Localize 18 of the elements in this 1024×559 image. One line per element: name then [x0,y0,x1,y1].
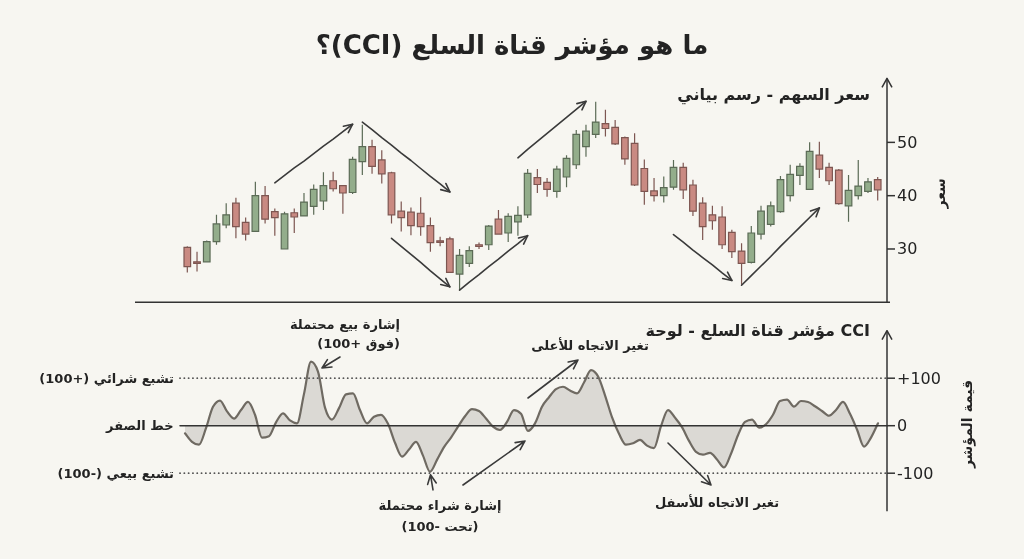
y-tick-label: 0 [897,416,908,436]
y-tick-label: +100 [897,368,941,388]
subtitle: سعر السهم - رسم بياني [677,84,870,104]
annotation: تغير الاتجاه للأسفل [654,494,780,510]
annotation: إشارة بيع محتملة (فوق +100) [289,316,400,351]
y-tick-label: 40 [897,186,918,206]
y-tick-label: -100 [897,463,934,483]
y-axis-title: قيمة المؤشر [959,379,975,469]
ref-line-label: تشبع شرائي (+100) [39,370,174,386]
y-axis-title: سعر [932,178,948,209]
y-tick-label: 30 [897,239,918,259]
title: CCI مؤشر قناة السلع - لوحة [645,320,870,340]
ref-line-label: تشبع بيعي (-100) [57,465,174,481]
ref-line-label: خط الصفر [106,418,174,434]
title: ما هو مؤشر قناة السلع (CCI)؟ [315,30,709,60]
annotation: إشارة شراء محتملة (تحت -100) [378,497,502,534]
annotation: تغير الاتجاه للأعلى [531,337,649,353]
y-tick-label: 50 [897,132,918,152]
